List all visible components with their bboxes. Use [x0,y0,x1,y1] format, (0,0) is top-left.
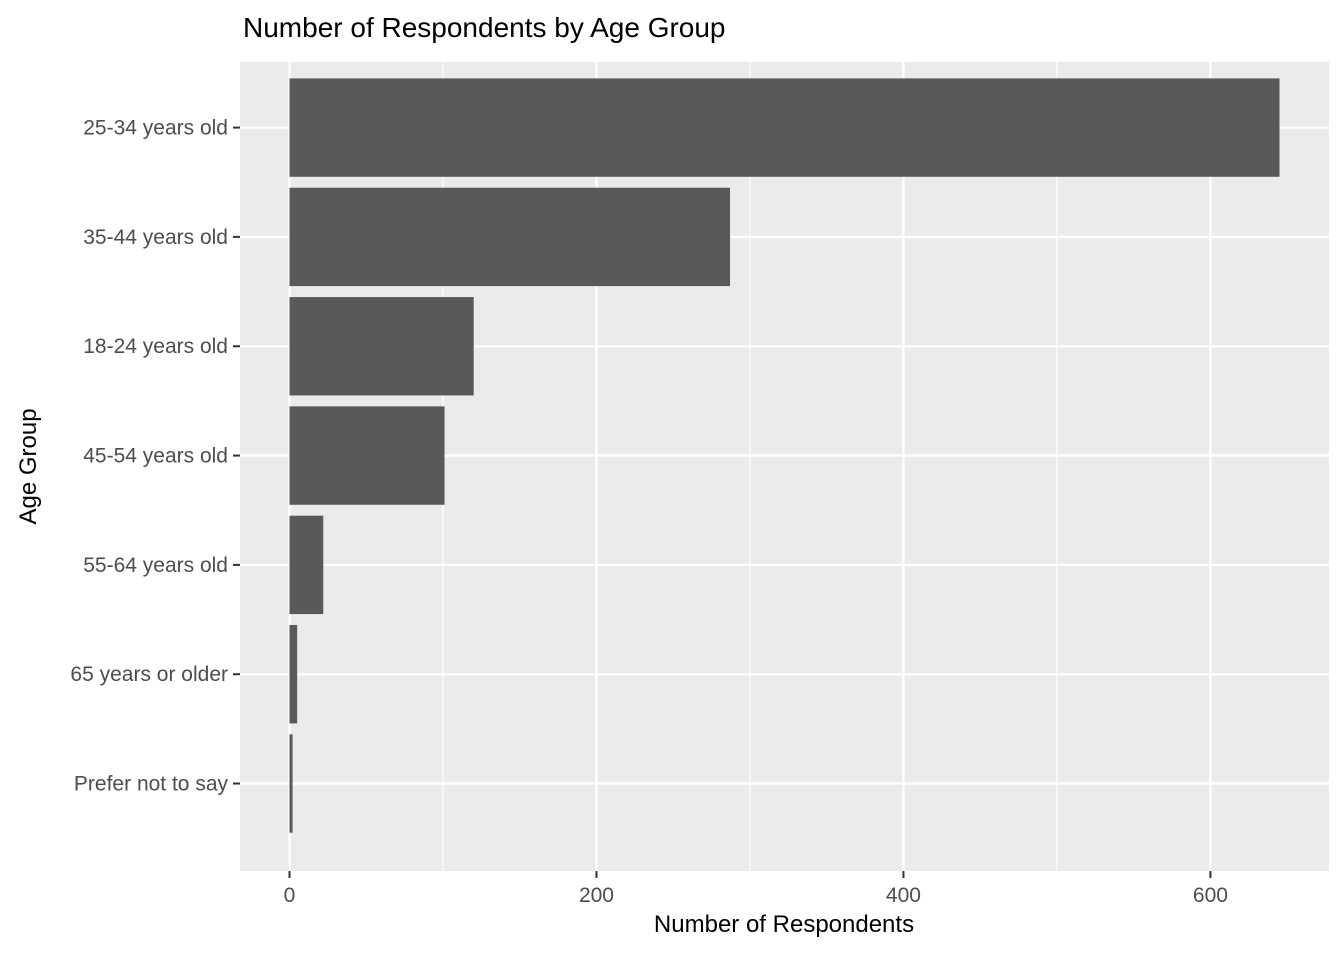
bar [289,406,445,505]
x-tick-label: 0 [284,884,296,907]
x-tick-label: 400 [886,884,921,907]
y-tick-label: 45-54 years old [83,445,228,468]
bar [289,78,1280,177]
bar [289,187,731,287]
y-axis-title: Age Group [15,408,42,524]
bar [289,734,293,833]
y-tick-label: Prefer not to say [74,773,229,796]
x-tick-label: 200 [579,884,614,907]
y-tick-label: 55-64 years old [83,554,228,577]
x-axis-title: Number of Respondents [654,911,914,938]
y-tick-label: 35-44 years old [83,226,228,249]
y-tick-label: 25-34 years old [83,117,228,140]
x-tick-label: 600 [1193,884,1228,907]
bar [289,297,474,396]
y-tick-label: 18-24 years old [83,335,228,358]
bar [289,515,324,615]
chart-title: Number of Respondents by Age Group [243,12,726,43]
plot-area: 0 200 400 600 25-34 years old 35-44 years old… [70,62,1329,907]
bar [289,625,298,724]
y-tick-label: 65 years or older [70,663,228,686]
